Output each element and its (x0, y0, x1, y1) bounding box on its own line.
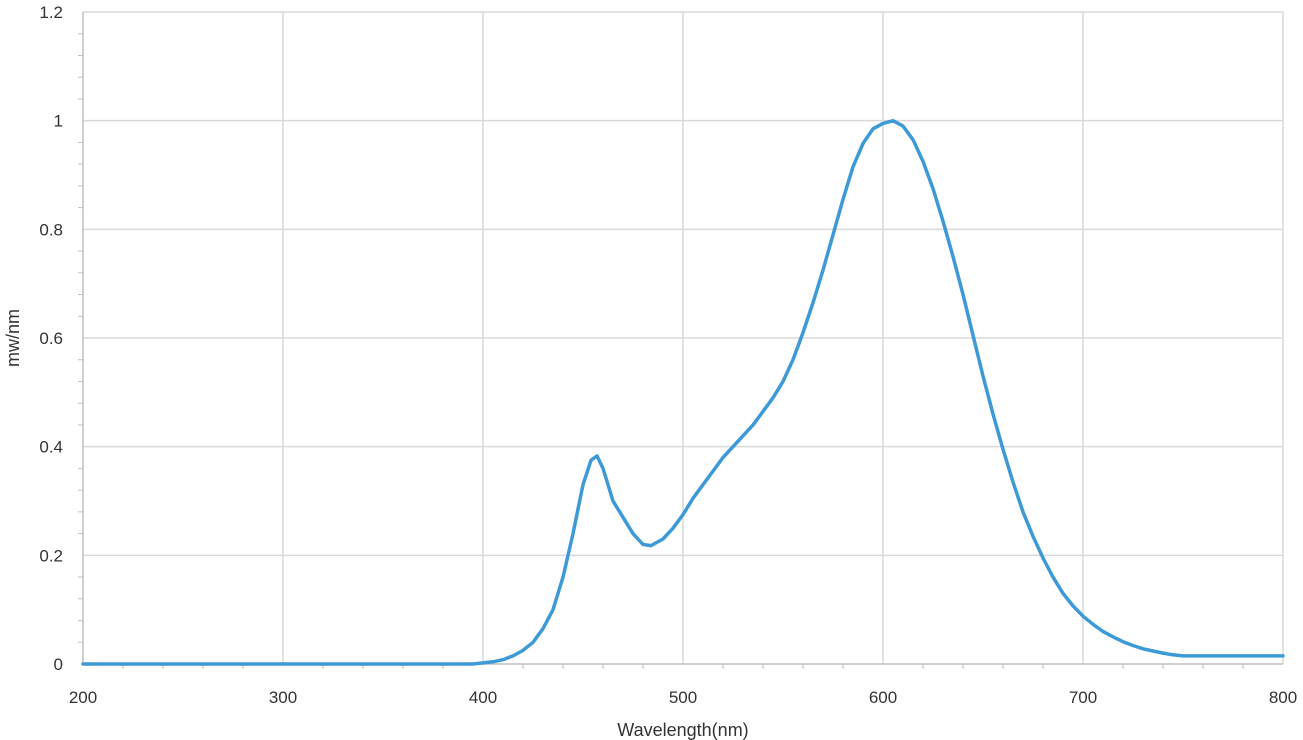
y-tick-label: 1 (54, 112, 63, 131)
x-tick-label: 200 (69, 688, 97, 707)
y-tick-labels: 0 0.2 0.4 0.6 0.8 1 1.2 (39, 3, 63, 674)
y-tick-label: 0.8 (39, 220, 63, 239)
y-axis-title: mw/nm (3, 309, 23, 367)
x-tick-labels: 200 300 400 500 600 700 800 (69, 688, 1297, 707)
x-tick-label: 300 (269, 688, 297, 707)
grid (83, 11, 1284, 664)
x-tick-label: 400 (469, 688, 497, 707)
axes (78, 12, 1283, 669)
x-tick-label: 800 (1269, 688, 1297, 707)
y-tick-label: 1.2 (39, 3, 63, 22)
y-tick-label: 0.6 (39, 329, 63, 348)
x-tick-label: 500 (669, 688, 697, 707)
x-tick-label: 700 (1069, 688, 1097, 707)
x-axis-title: Wavelength(nm) (617, 720, 748, 740)
y-tick-label: 0.2 (39, 546, 63, 565)
series-lines (81, 118, 1285, 666)
series-line (81, 118, 1285, 666)
y-tick-label: 0 (54, 655, 63, 674)
y-tick-label: 0.4 (39, 438, 63, 457)
x-tick-label: 600 (869, 688, 897, 707)
